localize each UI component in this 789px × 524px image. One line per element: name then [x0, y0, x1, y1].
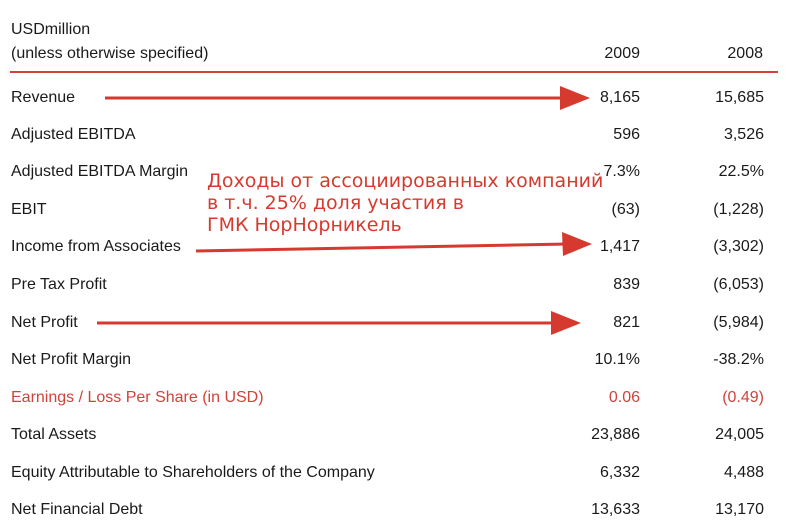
value-2008: -38.2%: [713, 351, 764, 368]
column-header-2008: 2008: [727, 45, 763, 62]
table-row-equity-attributable: Equity Attributable to Shareholders of t…: [0, 459, 789, 487]
unit-label: USDmillion: [11, 21, 91, 38]
row-label: Earnings / Loss Per Share (in USD): [11, 389, 264, 406]
table-row-net-profit: Net Profit 821 (5,984): [0, 309, 789, 337]
row-label: Net Profit Margin: [11, 351, 132, 368]
table-row-adjusted-ebitda: Adjusted EBITDA 596 3,526: [0, 121, 789, 149]
row-label: Equity Attributable to Shareholders of t…: [11, 464, 375, 481]
value-2009: 7.3%: [603, 163, 640, 180]
table-row-income-from-associates: Income from Associates 1,417 (3,302): [0, 233, 789, 261]
table-row-earnings-per-share: Earnings / Loss Per Share (in USD) 0.06 …: [0, 384, 789, 412]
value-2009: 839: [613, 276, 640, 293]
header-divider: [10, 71, 778, 73]
table-row-ebit: EBIT (63) (1,228): [0, 196, 789, 224]
value-2009: 8,165: [599, 89, 640, 106]
value-2008: 22.5%: [718, 163, 764, 180]
value-2008: 13,170: [715, 501, 764, 518]
value-2008: 4,488: [723, 464, 764, 481]
arrow-net-profit: [97, 311, 581, 335]
value-2009: 821: [613, 314, 640, 331]
value-2009: (63): [611, 201, 640, 218]
table-row-pre-tax-profit: Pre Tax Profit 839 (6,053): [0, 271, 789, 299]
value-2008: 3,526: [723, 126, 764, 143]
arrow-income-from-associates: [195, 232, 592, 256]
arrow-revenue: [105, 86, 590, 110]
value-2009: 10.1%: [594, 351, 640, 368]
row-label: Adjusted EBITDA Margin: [11, 163, 188, 180]
row-label: Revenue: [11, 89, 76, 106]
value-2009: 596: [613, 126, 640, 143]
unit-subtitle: (unless otherwise specified): [11, 45, 209, 62]
annotation-line-2: в т.ч. 25% доля участия в: [207, 192, 464, 214]
value-2008: 24,005: [715, 426, 764, 443]
value-2008: (6,053): [713, 276, 764, 293]
value-2008: (5,984): [713, 314, 764, 331]
value-2008: (3,302): [713, 238, 764, 255]
table-row-adjusted-ebitda-margin: Adjusted EBITDA Margin 7.3% 22.5%: [0, 158, 789, 186]
annotation-line-3: ГМК НорНорникель: [207, 214, 402, 236]
row-label: Net Financial Debt: [11, 501, 143, 518]
value-2009: 0.06: [608, 389, 640, 406]
associates-annotation: Доходы от ассоциированных компаний в т.ч…: [207, 170, 607, 236]
value-2009: 6,332: [599, 464, 640, 481]
value-2009: 13,633: [591, 501, 640, 518]
value-2008: (1,228): [713, 201, 764, 218]
row-label: Income from Associates: [11, 238, 181, 255]
value-2008: (0.49): [722, 389, 764, 406]
value-2008: 15,685: [715, 89, 764, 106]
value-2009: 23,886: [591, 426, 640, 443]
annotation-line-1: Доходы от ассоциированных компаний: [207, 170, 604, 192]
row-label: Adjusted EBITDA: [11, 126, 136, 143]
table-row-net-financial-debt: Net Financial Debt 13,633 13,170: [0, 496, 789, 524]
table-row-revenue: Revenue 8,165 15,685: [0, 84, 789, 112]
row-label: Pre Tax Profit: [11, 276, 107, 293]
value-2009: 1,417: [599, 238, 640, 255]
table-row-net-profit-margin: Net Profit Margin 10.1% -38.2%: [0, 346, 789, 374]
table-row-total-assets: Total Assets 23,886 24,005: [0, 421, 789, 449]
column-header-2009: 2009: [604, 45, 640, 62]
row-label: EBIT: [11, 201, 47, 218]
row-label: Net Profit: [11, 314, 78, 331]
row-label: Total Assets: [11, 426, 97, 443]
